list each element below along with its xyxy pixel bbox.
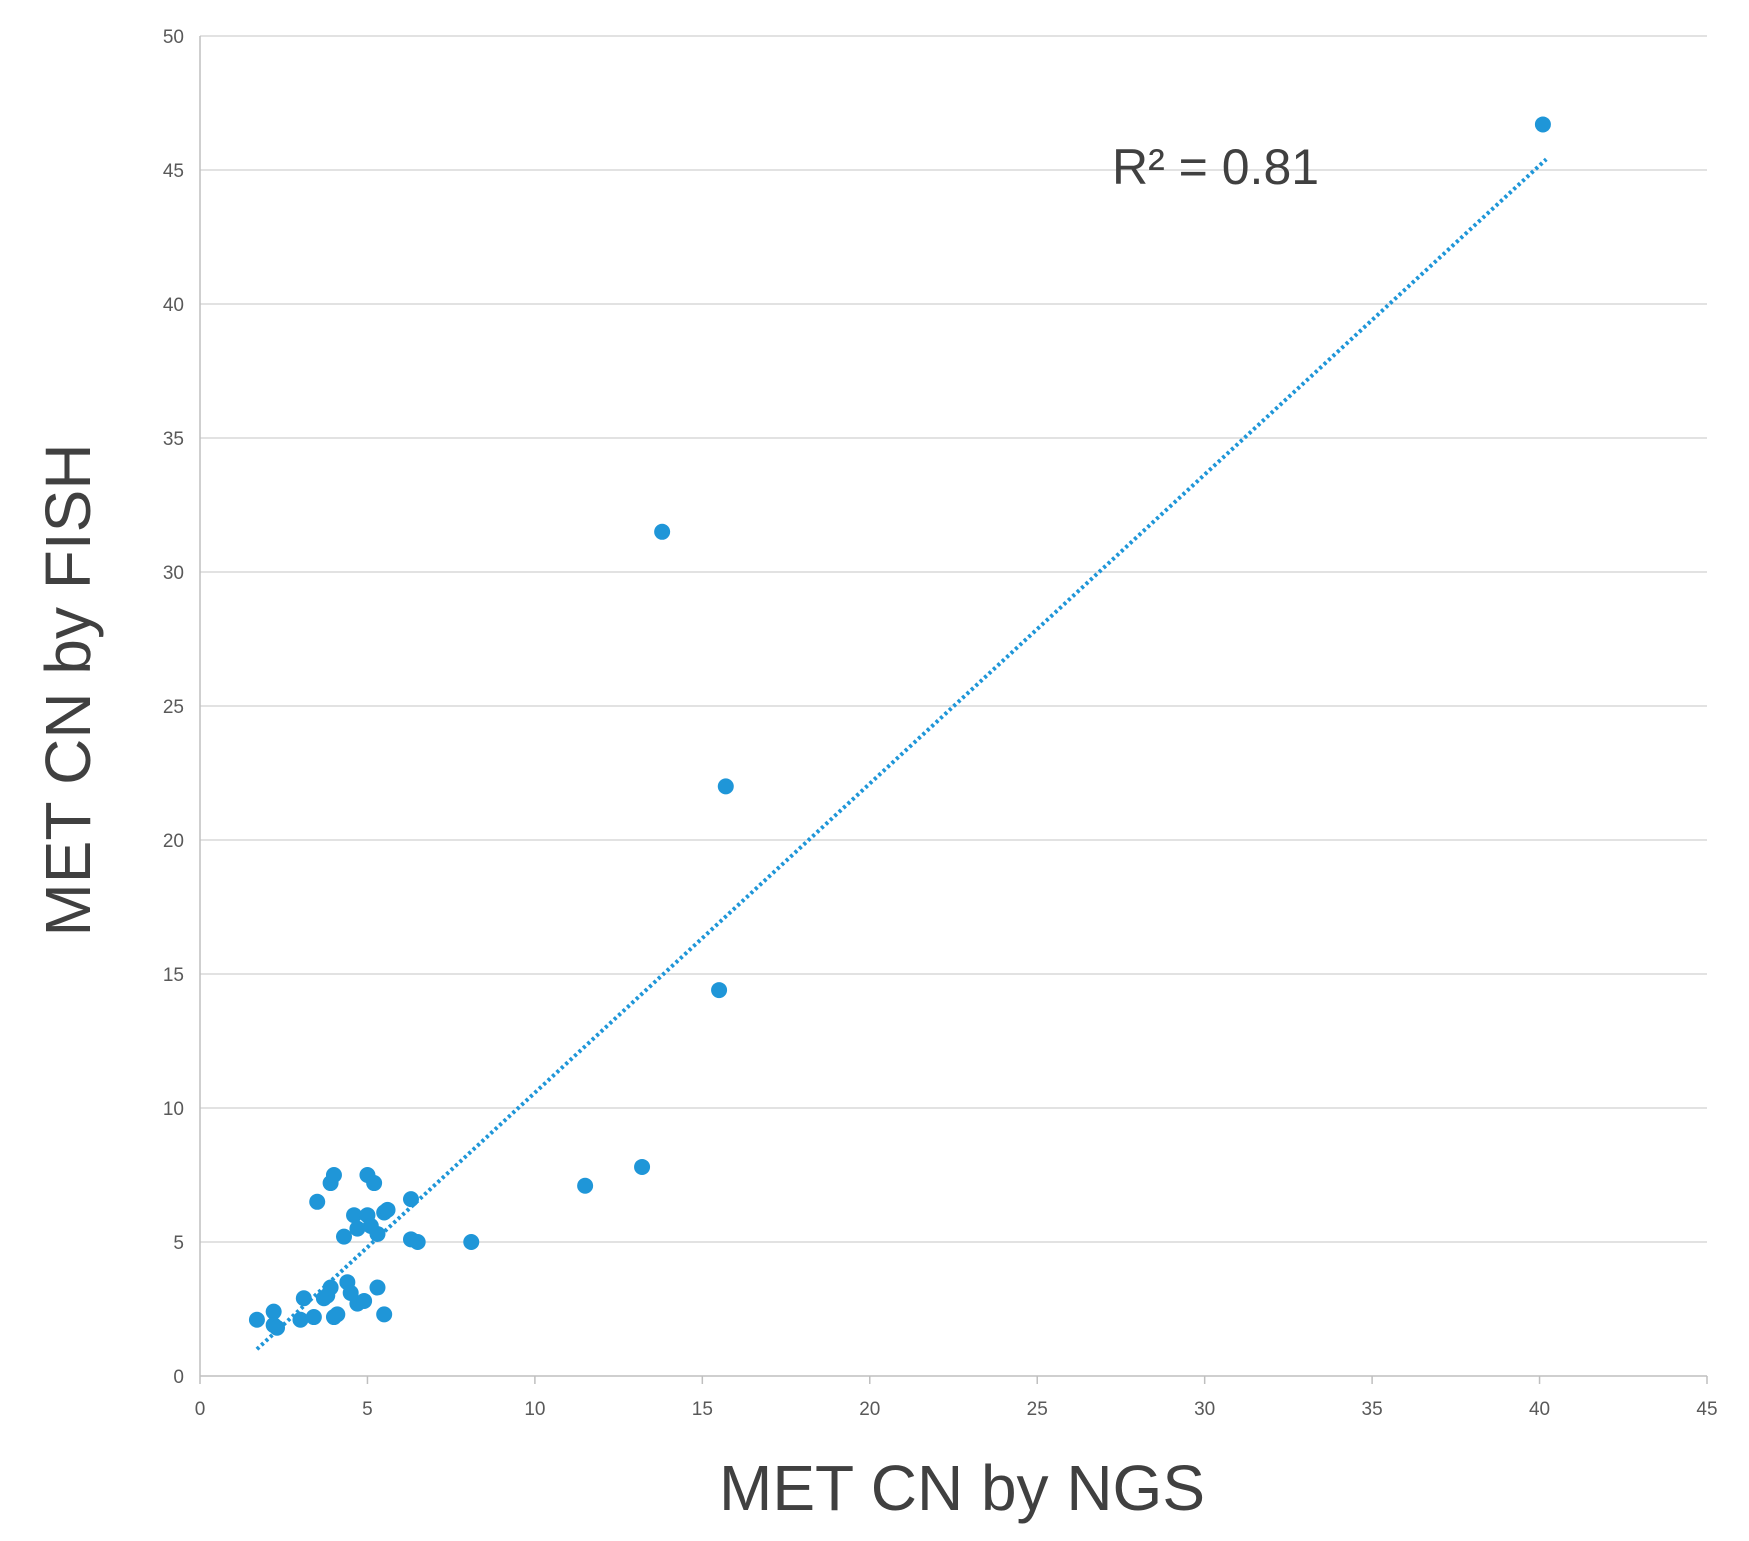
data-point	[369, 1279, 386, 1296]
data-point	[295, 1290, 312, 1307]
trendline-segment	[255, 157, 1548, 1351]
y-axis-title: MET CN by FISH	[32, 443, 104, 936]
data-point	[248, 1311, 265, 1328]
data-point	[309, 1193, 326, 1210]
data-point	[329, 1306, 346, 1323]
data-point	[349, 1220, 366, 1237]
y-tick-label: 15	[163, 965, 184, 986]
y-tick-label: 30	[163, 563, 184, 584]
x-tick-label: 45	[1696, 1399, 1717, 1420]
x-tick-label: 25	[1027, 1399, 1048, 1420]
y-tick-label: 25	[163, 697, 184, 718]
axes	[199, 36, 1708, 1384]
x-tick-label: 5	[362, 1399, 373, 1420]
data-point	[322, 1279, 339, 1296]
data-point	[336, 1228, 353, 1245]
data-point	[366, 1175, 383, 1192]
data-point	[305, 1309, 322, 1326]
x-tick-label: 10	[524, 1399, 545, 1420]
y-tick-label: 0	[173, 1367, 184, 1388]
y-tick-label: 10	[163, 1099, 184, 1120]
data-point	[654, 523, 671, 540]
x-tick-label: 20	[859, 1399, 880, 1420]
y-tick-labels: 0 5 10 15 20 25 30 35 40 45 50	[163, 27, 184, 1388]
y-tick-label: 5	[173, 1233, 184, 1254]
y-tick-label: 35	[163, 429, 184, 450]
data-point	[717, 778, 734, 795]
data-point	[292, 1311, 309, 1328]
x-axis-title: MET CN by NGS	[719, 1452, 1205, 1524]
r-squared-annotation: R² = 0.81	[1112, 139, 1319, 195]
data-points	[248, 116, 1551, 1336]
x-tick-labels: 0 5 10 15 20 25 30 35 40 45	[195, 1399, 1718, 1420]
x-tick-label: 15	[692, 1399, 713, 1420]
data-point	[269, 1319, 286, 1336]
x-tick-label: 30	[1194, 1399, 1215, 1420]
y-tick-label: 20	[163, 831, 184, 852]
data-point	[1534, 116, 1551, 133]
data-point	[634, 1158, 651, 1175]
data-point	[356, 1292, 373, 1309]
x-tick-label: 40	[1529, 1399, 1550, 1420]
data-point	[379, 1201, 396, 1218]
y-tick-label: 45	[163, 161, 184, 182]
data-point	[369, 1225, 386, 1242]
y-tick-label: 50	[163, 27, 184, 48]
data-point	[711, 982, 728, 999]
data-point	[265, 1303, 282, 1320]
x-tick-label: 0	[195, 1399, 206, 1420]
trendline	[255, 157, 1548, 1351]
data-point	[402, 1191, 419, 1208]
data-point	[376, 1306, 393, 1323]
data-point	[577, 1177, 594, 1194]
data-point	[325, 1167, 342, 1183]
data-point	[409, 1234, 426, 1250]
data-point	[463, 1234, 480, 1250]
y-tick-label: 40	[163, 295, 184, 316]
x-tick-label: 35	[1362, 1399, 1383, 1420]
data-point	[346, 1207, 363, 1224]
